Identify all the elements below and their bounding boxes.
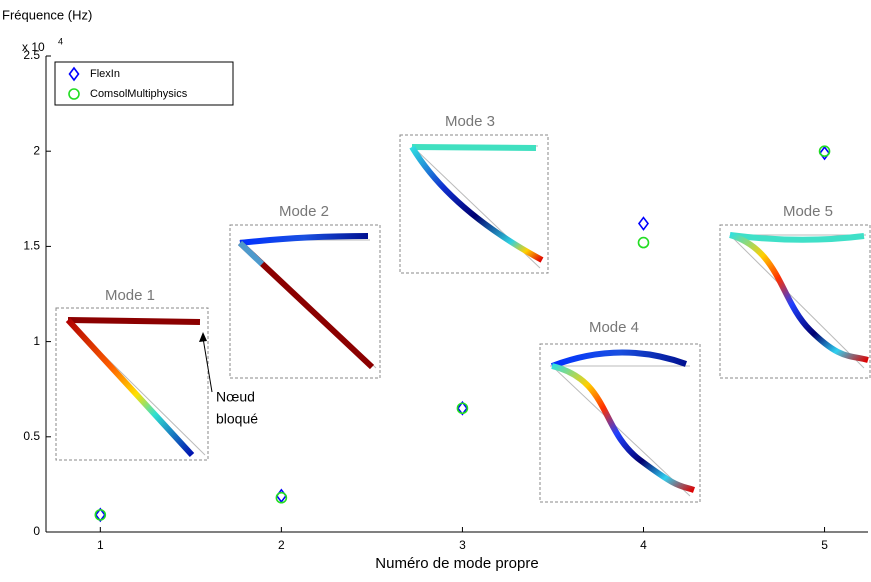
legend-marker <box>68 88 80 100</box>
point <box>456 402 469 415</box>
x-tick-label: 2 <box>278 538 285 552</box>
y-tick-label: 1 <box>33 334 40 348</box>
point <box>456 400 468 416</box>
y-multiplier-exp: 4 <box>58 36 63 46</box>
legend-label: FlexIn <box>90 68 120 80</box>
x-axis-label: Numéro de mode propre <box>375 555 538 572</box>
point <box>275 491 288 504</box>
y-axis-label: Fréquence (Hz) <box>2 7 92 22</box>
x-tick-label: 4 <box>640 538 647 552</box>
inset-mode-5: Mode 5 <box>719 203 871 379</box>
inset-label: Mode 1 <box>105 287 155 304</box>
y-multiplier: x 10 <box>22 40 45 54</box>
y-tick-label: 2.5 <box>23 48 40 62</box>
x-tick-label: 1 <box>97 538 104 552</box>
annotation-text: Nœud <box>216 389 255 405</box>
point <box>94 507 106 523</box>
inset-label: Mode 3 <box>445 113 495 130</box>
inset-label: Mode 5 <box>783 203 833 220</box>
point <box>637 216 649 231</box>
inset-mode-2: Mode 2 <box>229 203 381 379</box>
y-tick-label: 2 <box>33 143 40 157</box>
inset-mode-4: Mode 4 <box>539 319 701 503</box>
point <box>819 145 831 161</box>
point <box>94 509 107 521</box>
legend <box>54 61 234 106</box>
inset-label: Mode 2 <box>279 203 329 220</box>
legend-marker <box>68 66 80 82</box>
point <box>275 488 287 504</box>
annotation-text: bloqué <box>216 411 258 427</box>
x-tick-label: 3 <box>459 538 466 552</box>
point <box>818 145 831 157</box>
legend-label: ComsolMultiphysics <box>90 88 188 100</box>
point <box>637 236 650 249</box>
annotation: Nœud bloqué <box>199 332 258 427</box>
x-tick-label: 5 <box>821 538 828 552</box>
inset-mode-1: Mode 1 <box>55 287 209 461</box>
inset-label: Mode 4 <box>589 319 639 336</box>
y-tick-label: 0.5 <box>23 429 40 443</box>
inset-mode-3: Mode 3 <box>399 113 549 274</box>
y-tick-label: 0 <box>33 524 40 538</box>
y-tick-label: 1.5 <box>23 239 40 253</box>
